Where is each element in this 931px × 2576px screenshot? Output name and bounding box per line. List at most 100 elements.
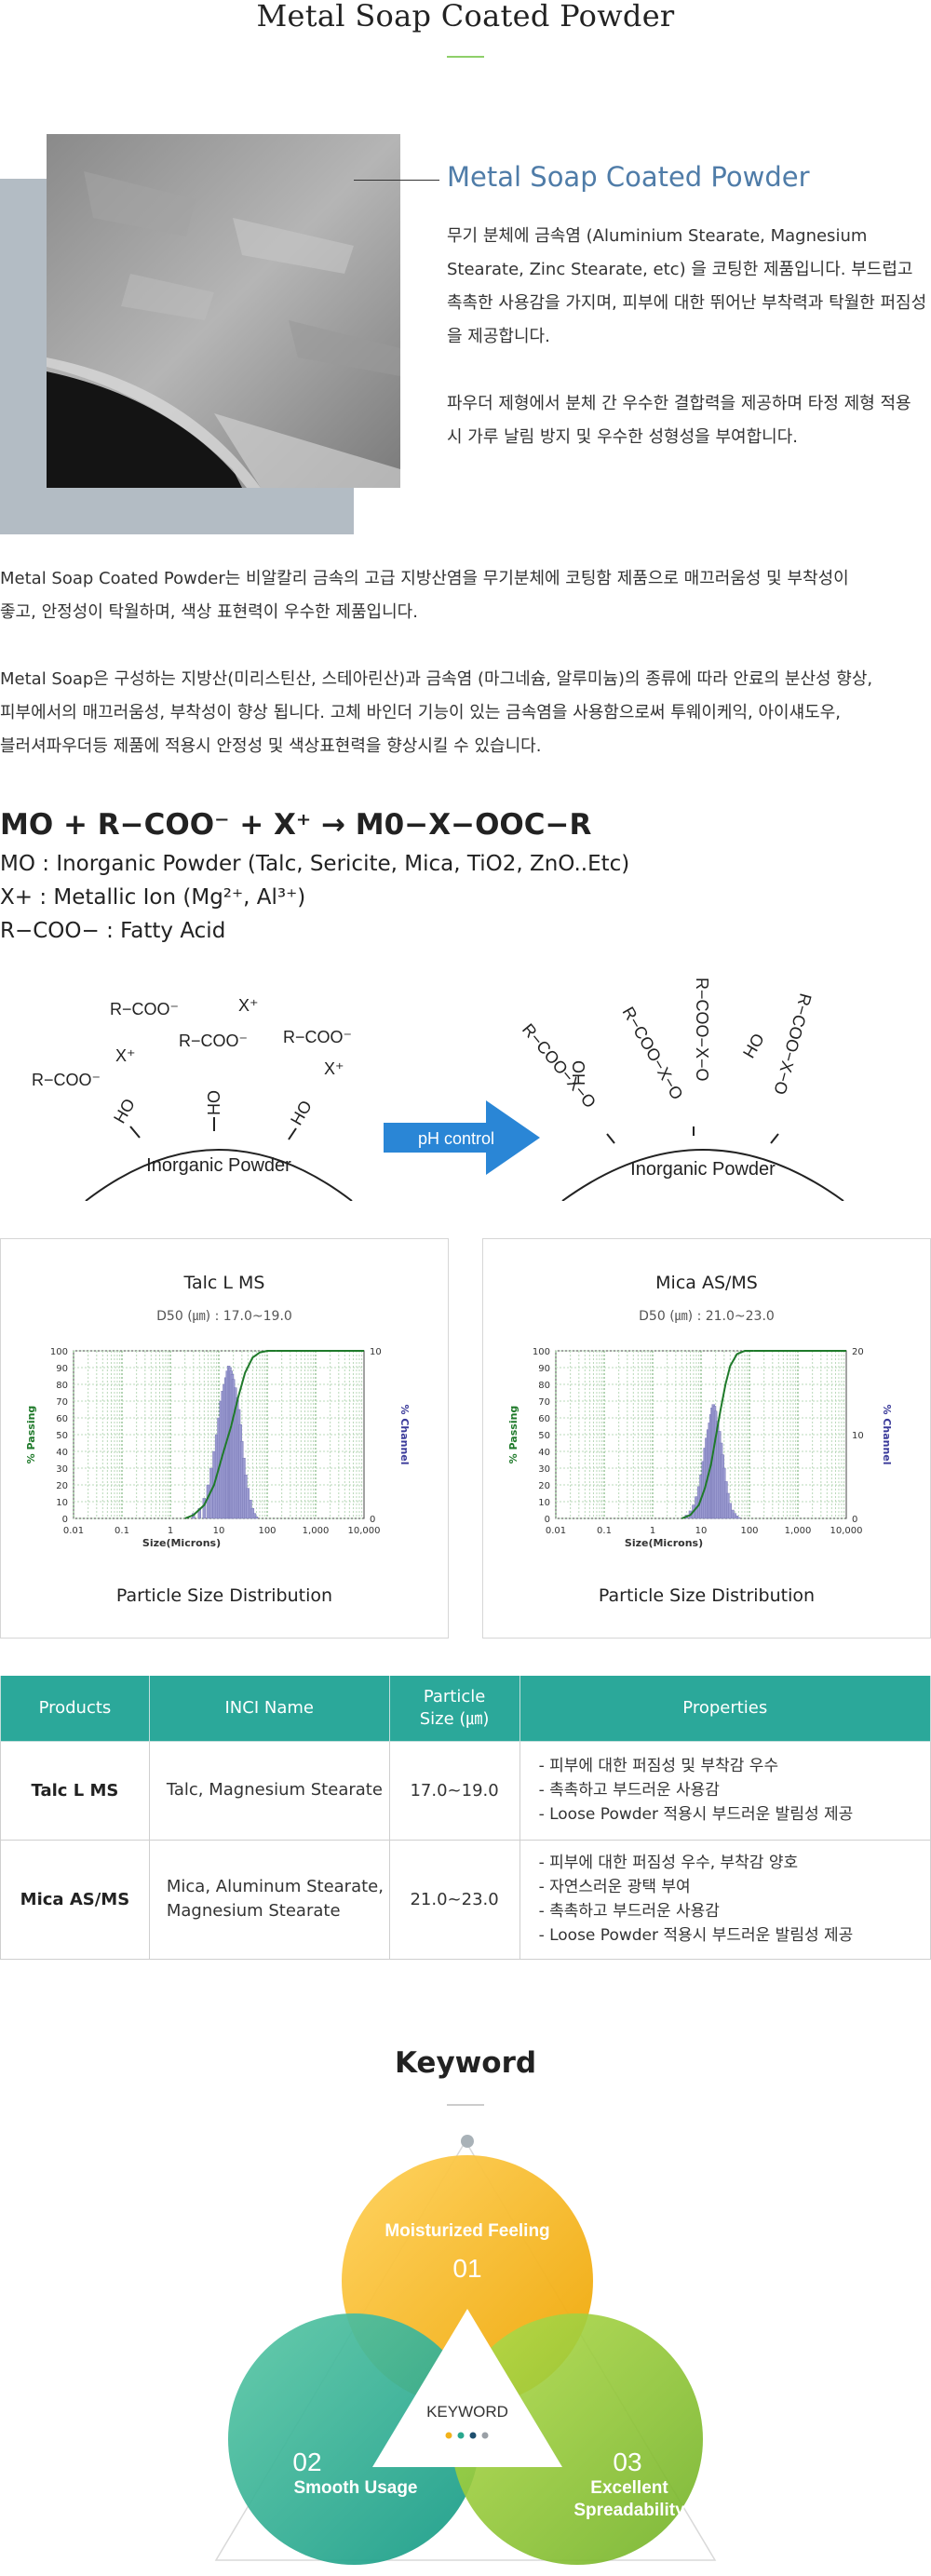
y-tick-label: 50 [56,1431,68,1441]
y-tick-label: 50 [538,1431,550,1441]
property-line: - 촉촉하고 부드러운 사용감 [538,1902,720,1921]
y-tick-label: 70 [56,1397,68,1408]
products-table: Products INCI Name Particle Size (㎛) Pro… [0,1676,931,1960]
histogram-bar [735,1516,739,1519]
x-tick-label: 10 [213,1526,225,1536]
left-group-2: X⁺ [238,996,259,1015]
x-tick-label: 10,000 [830,1526,863,1536]
right-group-4: R−COO−X−O [770,991,815,1097]
center-dot-3 [469,2432,477,2439]
keyword-03-number: 03 [613,2448,641,2476]
y-tick-label: 40 [538,1448,550,1458]
keyword-03-label-line2: Spreadability [573,2501,685,2520]
left-group-1: R−COO⁻ [110,1000,179,1018]
x-tick-label: 0.1 [597,1526,612,1536]
x-tick-label: 1,000 [303,1526,330,1536]
x-tick-label: 100 [258,1526,276,1536]
histogram-bar [254,1516,259,1519]
table-row: Mica AS/MS Mica, Aluminum Stearate, Magn… [0,1839,931,1960]
y-tick-label: 40 [56,1448,68,1458]
page-title: Metal Soap Coated Powder [256,0,675,34]
histogram-bar [736,1517,741,1519]
histogram-bar [252,1513,257,1519]
chart-card-talc: Talc L MS D50 (㎛) : 17.0~19.0 0 10 20 30 40 5… [0,1238,449,1639]
keyword-02-number: 02 [292,2448,321,2476]
left-group-4: X⁺ [115,1046,136,1065]
property-line: - Loose Powder 적용시 부드러운 발림성 제공 [538,1805,854,1824]
property-line: - 자연스러운 광택 부여 [538,1878,691,1896]
reaction-diagram: Inorganic Powder R−COO⁻ X⁺ R−COO⁻ X⁺ R−C… [32,978,844,1201]
keyword-03-label-line1: Excellent [590,2478,668,2498]
property-line: - 촉촉하고 부드러운 사용감 [538,1781,720,1800]
callout-line [354,180,439,181]
y-tick-label: 70 [538,1397,550,1408]
y-tick-label: 10 [56,1498,68,1508]
x-tick-label: 0.01 [546,1526,566,1536]
y-tick-label: 30 [56,1464,68,1475]
title-divider [447,56,484,58]
y-tick-label: 60 [538,1414,550,1424]
header-products: Products [0,1676,150,1742]
y-tick-label: 30 [538,1464,550,1475]
chart-card-mica: Mica AS/MS D50 (㎛) : 21.0~23.0 0 10 20 30 40… [482,1238,931,1639]
center-dot-2 [457,2432,465,2439]
keyword-venn-diagram: KEYWORD Moisturized Feeling 01 02 Smooth… [214,2135,717,2565]
x-tick-label: 1,000 [785,1526,812,1536]
y2-tick-label: 20 [852,1347,864,1357]
x-tick-label: 0.1 [115,1526,129,1536]
ph-control-arrow [384,1100,540,1175]
left-group-5: R−COO⁻ [283,1028,352,1046]
left-group-7: X⁺ [324,1059,344,1078]
y-tick-label: 80 [538,1381,550,1391]
y-tick-label: 90 [56,1364,68,1374]
left-particle-arc [85,1149,353,1201]
left-group-6: R−COO⁻ [32,1071,101,1089]
y-tick-label: 20 [538,1481,550,1491]
y-axis-label: % Passing [507,1406,519,1464]
inci-name: Mica, Aluminum Stearate, Magnesium Stear… [148,1839,390,1960]
header-inci: INCI Name [148,1676,390,1742]
left-group-3: R−COO⁻ [179,1032,248,1050]
center-keyword-label: KEYWORD [426,2403,508,2421]
y2-tick-label: 10 [852,1431,864,1441]
property-line: - 피부에 대한 퍼짐성 우수, 부착감 양호 [538,1854,799,1872]
y2-axis-label: % Channel [881,1404,893,1464]
particle-size-chart-talc: 0 10 20 30 40 50 60 70 80 90 100 0 10 0.01 0.1 1 10 100 1,… [25,1347,411,1549]
center-dot-1 [445,2432,452,2439]
y-tick-label: 60 [56,1414,68,1424]
header-properties: Properties [519,1676,931,1742]
keyword-title: Keyword [394,2046,537,2080]
chart-subtitle: D50 (㎛) : 21.0~23.0 [639,1309,775,1324]
description-paragraph-1: Metal Soap Coated Powder는 비알칼리 금속의 고급 지방… [0,569,849,622]
properties: - 피부에 대한 퍼짐성 및 부착감 우수 - 촉촉하고 부드러운 사용감 - … [519,1740,931,1841]
y-tick-label: 100 [50,1347,68,1357]
y-tick-label: 10 [538,1498,550,1508]
y-tick-label: 80 [56,1381,68,1391]
y2-tick-label: 10 [370,1347,382,1357]
y-tick-label: 0 [62,1515,68,1525]
definition-mo: MO : Inorganic Powder (Talc, Sericite, M… [0,852,630,876]
definition-r: R−COO− : Fatty Acid [0,919,226,943]
property-line: - 피부에 대한 퍼짐성 및 부착감 우수 [538,1757,779,1775]
chart-title: Talc L MS [183,1273,265,1293]
chart-subtitle: D50 (㎛) : 17.0~19.0 [156,1309,292,1324]
y2-tick-label: 0 [852,1515,857,1525]
center-triangle [372,2309,562,2467]
property-line: - Loose Powder 적용시 부드러운 발림성 제공 [538,1926,854,1945]
keyword-divider [447,2104,484,2106]
inci-name: Talc, Magnesium Stearate [148,1740,390,1841]
reaction-equation: MO + R−COO⁻ + X⁺ → M0−X−OOC−R [0,808,592,842]
intro-paragraph-1: 무기 분체에 금속염 (Aluminium Stearate, Magnesiu… [447,226,927,346]
x-tick-label: 10,000 [348,1526,381,1536]
keyword-01-label: Moisturized Feeling [385,2221,549,2241]
keyword-02-label: Smooth Usage [293,2478,417,2498]
left-hydroxyl-1: HO [110,1096,139,1126]
x-axis-label: Size(Microns) [142,1537,221,1549]
keyword-circle-03 [452,2313,703,2565]
x-tick-label: 10 [695,1526,708,1536]
ph-control-label: pH control [418,1129,494,1148]
keyword-circle-02 [228,2313,479,2565]
keyword-01-number: 01 [452,2254,481,2283]
center-dot-4 [481,2432,489,2439]
right-hydroxyl-1: HO [570,1060,588,1086]
